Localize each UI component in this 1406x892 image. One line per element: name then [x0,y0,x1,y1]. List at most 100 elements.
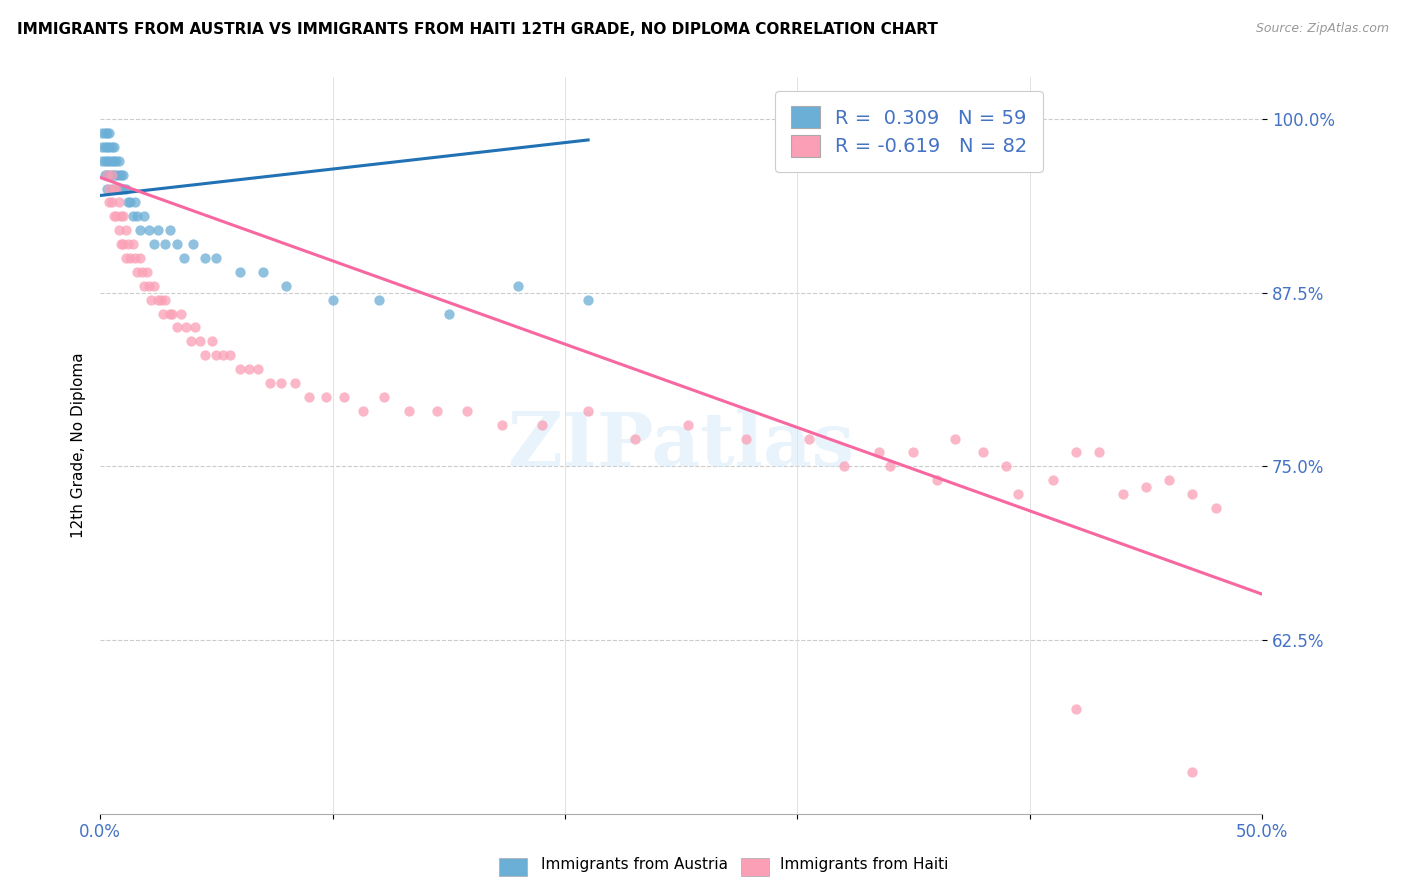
Point [94,140,117,154]
Point [100,181,122,195]
Point [943,432,966,446]
Point [173,251,195,265]
Point [98,168,121,182]
Point [352,404,374,418]
Text: IMMIGRANTS FROM AUSTRIA VS IMMIGRANTS FROM HAITI 12TH GRADE, NO DIPLOMA CORRELAT: IMMIGRANTS FROM AUSTRIA VS IMMIGRANTS FR… [17,22,938,37]
Point [1135,480,1157,494]
Point [181,237,204,252]
Point [91,153,114,168]
Point [114,251,136,265]
Point [121,237,143,252]
Point [138,223,160,237]
Point [491,417,513,432]
Point [219,348,242,362]
Point [456,404,478,418]
Point [91,126,114,140]
Point [188,334,211,349]
Point [96,140,118,154]
Point [120,251,142,265]
Point [103,168,125,182]
Y-axis label: 12th Grade, No Diploma: 12th Grade, No Diploma [72,352,86,539]
Point [284,376,307,390]
Point [315,390,337,404]
Point [868,445,890,459]
Point [247,362,270,376]
Point [508,278,530,293]
Point [107,223,129,237]
Point [832,459,855,474]
Point [1064,702,1087,716]
Point [180,334,202,349]
Point [107,195,129,210]
Point [149,293,172,307]
Point [159,223,181,237]
Point [110,237,132,252]
Point [117,237,139,252]
Point [121,210,143,224]
Point [1007,487,1029,501]
Point [100,195,122,210]
Point [252,265,274,279]
Point [135,265,157,279]
Point [98,181,121,195]
Point [368,293,391,307]
Point [103,153,125,168]
Point [141,293,163,307]
Point [735,432,758,446]
Point [96,168,118,182]
Point [925,473,948,487]
Point [1205,501,1227,516]
Point [160,307,183,321]
Text: Immigrants from Austria: Immigrants from Austria [541,857,728,872]
Point [228,265,250,279]
Point [117,195,139,210]
Point [105,210,128,224]
Point [110,181,132,195]
Point [103,210,125,224]
Point [107,153,129,168]
Point [879,459,901,474]
Legend: R =  0.309   N = 59, R = -0.619   N = 82: R = 0.309 N = 59, R = -0.619 N = 82 [775,91,1043,172]
Point [194,348,217,362]
Point [238,362,260,376]
Point [228,362,250,376]
Point [127,265,149,279]
Point [127,210,149,224]
Point [995,459,1018,474]
Point [797,432,820,446]
Point [159,307,181,321]
Point [398,404,420,418]
Text: Immigrants from Haiti: Immigrants from Haiti [780,857,949,872]
Point [205,348,228,362]
Point [576,404,599,418]
Point [138,278,160,293]
Point [530,417,553,432]
Point [100,140,122,154]
Point [100,168,122,182]
Point [107,181,129,195]
Point [98,195,121,210]
Point [373,390,395,404]
Point [124,195,146,210]
Point [174,320,197,334]
Point [105,181,128,195]
Point [110,210,132,224]
Point [1088,445,1111,459]
Point [98,140,121,154]
Point [112,210,135,224]
Point [903,445,925,459]
Point [259,376,281,390]
Point [166,237,188,252]
Point [576,293,599,307]
Point [94,168,117,182]
Point [201,334,224,349]
Point [131,265,153,279]
Point [96,153,118,168]
Point [103,140,125,154]
Point [676,417,699,432]
Point [212,348,235,362]
Point [274,278,297,293]
Point [972,445,994,459]
Point [98,153,121,168]
Point [142,278,165,293]
